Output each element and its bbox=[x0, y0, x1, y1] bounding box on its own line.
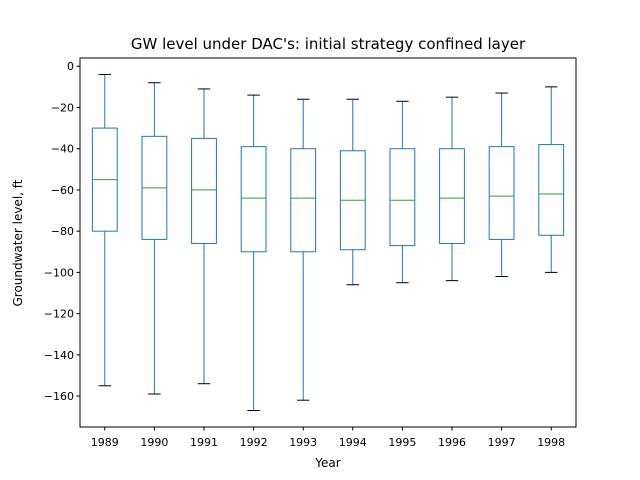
box-1998 bbox=[538, 86, 565, 273]
box-1994 bbox=[339, 98, 366, 286]
y-tick-label: −100 bbox=[44, 266, 74, 279]
plot-area-frame bbox=[79, 57, 577, 428]
box-1995 bbox=[389, 100, 416, 284]
box-1996 bbox=[439, 96, 465, 282]
box-1992 bbox=[240, 94, 267, 412]
x-tick-label: 1996 bbox=[438, 436, 466, 449]
iqr-box bbox=[191, 137, 217, 245]
y-tick-label: −20 bbox=[51, 101, 74, 114]
y-tick-label: −120 bbox=[44, 308, 74, 321]
y-axis-label: Groundwater level, ft bbox=[11, 179, 25, 306]
x-tick-label: 1989 bbox=[91, 436, 119, 449]
iqr-box bbox=[439, 148, 465, 245]
box-1991 bbox=[191, 88, 217, 385]
x-tick-label: 1992 bbox=[240, 436, 268, 449]
y-tick-label: −140 bbox=[44, 349, 74, 362]
y-tick-label: −80 bbox=[51, 225, 74, 238]
x-tick-label: 1998 bbox=[537, 436, 565, 449]
chart-title: GW level under DAC's: initial strategy c… bbox=[131, 35, 526, 53]
iqr-box bbox=[538, 144, 565, 236]
box-1989 bbox=[91, 73, 118, 387]
y-tick-label: −40 bbox=[51, 143, 74, 156]
box-1990 bbox=[141, 82, 168, 395]
y-tick-label: −60 bbox=[51, 184, 74, 197]
x-tick-label: 1994 bbox=[339, 436, 367, 449]
y-tick-label: 0 bbox=[67, 60, 74, 73]
iqr-box bbox=[488, 146, 515, 240]
x-axis-ticks: 1989 1990 1991 1992 1993 1994 1995 1996 1997 1998 bbox=[91, 427, 565, 449]
box-1997 bbox=[488, 92, 515, 278]
x-tick-label: 1997 bbox=[488, 436, 516, 449]
x-tick-label: 1995 bbox=[388, 436, 416, 449]
x-tick-label: 1991 bbox=[190, 436, 218, 449]
box-series bbox=[91, 73, 565, 412]
y-axis-ticks: 0 −20 −40 −60 −80 −100 −120 −140 −160 bbox=[44, 60, 80, 403]
x-axis-label: Year bbox=[314, 456, 340, 470]
y-tick-label: −160 bbox=[44, 390, 74, 403]
box-1993 bbox=[290, 98, 317, 401]
x-tick-label: 1990 bbox=[140, 436, 168, 449]
iqr-box bbox=[389, 148, 416, 247]
iqr-box bbox=[240, 146, 267, 253]
iqr-box bbox=[290, 148, 317, 253]
x-tick-label: 1993 bbox=[289, 436, 317, 449]
